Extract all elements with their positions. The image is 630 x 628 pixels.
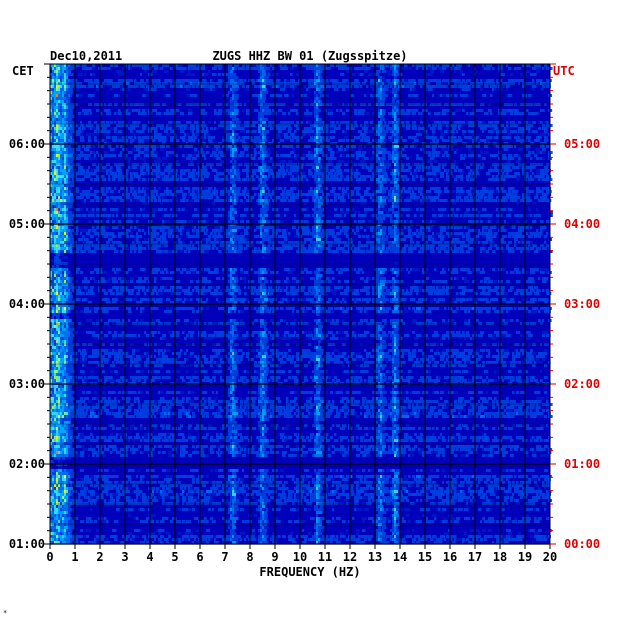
x-tick-label: 14 [393,550,407,564]
right-time-label: 01:00 [564,457,600,471]
x-tick-label: 18 [493,550,507,564]
corner-mark: * [3,609,7,617]
right-time-label: 02:00 [564,377,600,391]
right-time-label: 04:00 [564,217,600,231]
right-time-label: 03:00 [564,297,600,311]
left-time-label: 04:00 [9,297,45,311]
x-tick-label: 9 [271,550,278,564]
x-tick-label: 2 [96,550,103,564]
x-tick-label: 12 [343,550,357,564]
x-tick-label: 19 [518,550,532,564]
left-time-label: 01:00 [9,537,45,551]
grid [50,64,550,544]
x-tick-label: 4 [146,550,153,564]
right-axis-label: UTC [553,64,575,78]
x-tick-label: 15 [418,550,432,564]
x-tick-label: 8 [246,550,253,564]
x-tick-label: 17 [468,550,482,564]
left-time-label: 05:00 [9,217,45,231]
x-tick-label: 7 [221,550,228,564]
left-time-label: 02:00 [9,457,45,471]
x-tick-label: 16 [443,550,457,564]
x-axis-label: FREQUENCY (HZ) [259,565,360,579]
left-time-label: 06:00 [9,137,45,151]
left-axis-label: CET [12,64,34,78]
x-tick-label: 1 [71,550,78,564]
right-time-label: 00:00 [564,537,600,551]
x-tick-label: 3 [121,550,128,564]
x-tick-label: 6 [196,550,203,564]
x-tick-label: 11 [318,550,332,564]
chart-date: Dec10,2011 [50,49,122,63]
left-time-label: 03:00 [9,377,45,391]
x-tick-label: 20 [543,550,557,564]
x-tick-label: 10 [293,550,307,564]
chart-title: ZUGS HHZ BW 01 (Zugsspitze) [212,49,407,63]
x-tick-label: 13 [368,550,382,564]
x-tick-label: 5 [171,550,178,564]
x-tick-label: 0 [46,550,53,564]
plot-area [50,64,553,544]
right-time-label: 05:00 [564,137,600,151]
